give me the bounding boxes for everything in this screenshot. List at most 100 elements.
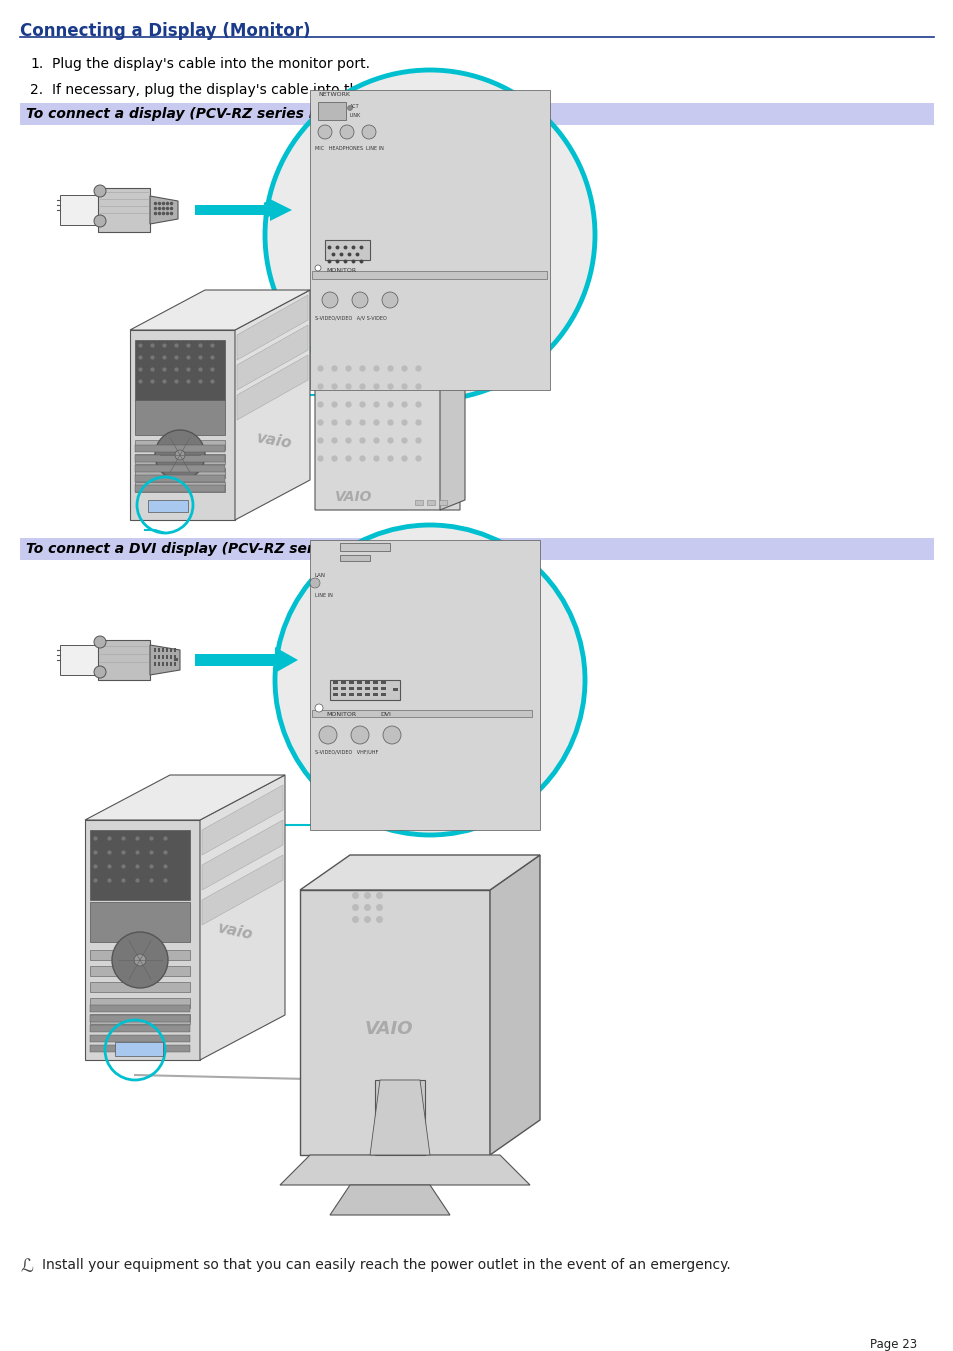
Bar [166, 662, 168, 666]
Bar [349, 693, 354, 696]
Polygon shape [236, 326, 308, 390]
Polygon shape [202, 785, 283, 855]
Bar [170, 662, 172, 666]
Bar [173, 662, 175, 666]
Circle shape [317, 126, 332, 139]
Polygon shape [314, 330, 464, 359]
Bar [310, 91, 550, 390]
Bar [60, 644, 98, 676]
Bar [393, 688, 397, 690]
Text: VAIO: VAIO [365, 1020, 413, 1038]
Bar [90, 902, 190, 942]
Bar [135, 485, 225, 492]
Bar [173, 658, 178, 661]
Polygon shape [202, 855, 283, 925]
Text: S-VIDEO/VIDEO   VHF/UHF: S-VIDEO/VIDEO VHF/UHF [314, 750, 377, 755]
Bar [90, 1025, 190, 1032]
Bar [333, 681, 337, 684]
Text: MONITOR: MONITOR [326, 267, 355, 273]
Circle shape [322, 292, 337, 308]
Bar [312, 272, 546, 280]
Text: ℒ: ℒ [20, 1258, 33, 1275]
Polygon shape [194, 654, 274, 666]
Circle shape [314, 704, 323, 712]
Bar [158, 662, 160, 666]
Bar [312, 711, 532, 717]
Bar [356, 688, 361, 690]
Polygon shape [270, 199, 292, 222]
Bar [20, 538, 933, 561]
Polygon shape [150, 644, 180, 676]
Polygon shape [299, 890, 490, 1155]
Polygon shape [234, 290, 310, 520]
Bar [173, 648, 175, 653]
Polygon shape [90, 830, 190, 900]
Bar [90, 1035, 190, 1042]
Bar [380, 693, 386, 696]
Polygon shape [370, 1079, 430, 1155]
Bar [438, 500, 447, 505]
Bar [380, 681, 386, 684]
Bar [158, 648, 160, 653]
Polygon shape [85, 775, 285, 820]
Bar [365, 681, 370, 684]
Bar [90, 1005, 190, 1012]
Bar [135, 440, 225, 450]
Circle shape [174, 450, 185, 459]
Bar [135, 444, 225, 453]
Text: S-VIDEO/VIDEO   A/V S-VIDEO: S-VIDEO/VIDEO A/V S-VIDEO [314, 315, 386, 320]
Bar [153, 648, 156, 653]
Bar [427, 500, 435, 505]
Text: ACT: ACT [350, 104, 359, 109]
Circle shape [94, 215, 106, 227]
Bar [339, 543, 390, 551]
Bar [173, 655, 175, 659]
Bar [340, 688, 346, 690]
Bar [98, 640, 150, 680]
Polygon shape [236, 355, 308, 420]
Bar [135, 465, 225, 471]
Bar [380, 688, 386, 690]
Polygon shape [299, 855, 539, 890]
Bar [373, 688, 377, 690]
Polygon shape [194, 205, 270, 215]
Bar [166, 655, 168, 659]
Text: vaio: vaio [214, 920, 253, 942]
Bar [349, 681, 354, 684]
Circle shape [112, 932, 168, 988]
Bar [135, 455, 225, 462]
Polygon shape [236, 295, 308, 359]
Bar [162, 662, 164, 666]
Bar [356, 681, 361, 684]
Text: If necessary, plug the display's cable into the rear of the display.: If necessary, plug the display's cable i… [52, 82, 500, 97]
Bar [90, 1015, 190, 1024]
Text: MONITOR: MONITOR [326, 712, 355, 717]
Polygon shape [439, 330, 464, 509]
Bar [373, 693, 377, 696]
Bar [153, 655, 156, 659]
Polygon shape [85, 820, 200, 1061]
Bar [330, 680, 399, 700]
Text: 1.: 1. [30, 57, 43, 72]
Polygon shape [150, 196, 178, 224]
Bar [153, 662, 156, 666]
Text: LINK: LINK [350, 113, 361, 118]
Text: DVI: DVI [379, 712, 391, 717]
Bar [135, 476, 225, 482]
Circle shape [318, 725, 336, 744]
Circle shape [381, 292, 397, 308]
Bar [98, 188, 150, 232]
Bar [373, 681, 377, 684]
Bar [90, 1046, 190, 1052]
Text: Page 23: Page 23 [869, 1337, 916, 1351]
Bar [135, 454, 225, 463]
Text: To connect a DVI display (PCV-RZ series model): To connect a DVI display (PCV-RZ series … [26, 542, 395, 557]
Bar [349, 688, 354, 690]
Polygon shape [274, 647, 297, 673]
Bar [90, 966, 190, 975]
Bar [340, 681, 346, 684]
Polygon shape [280, 1155, 530, 1185]
Circle shape [339, 126, 354, 139]
Bar [166, 648, 168, 653]
Circle shape [133, 954, 146, 966]
